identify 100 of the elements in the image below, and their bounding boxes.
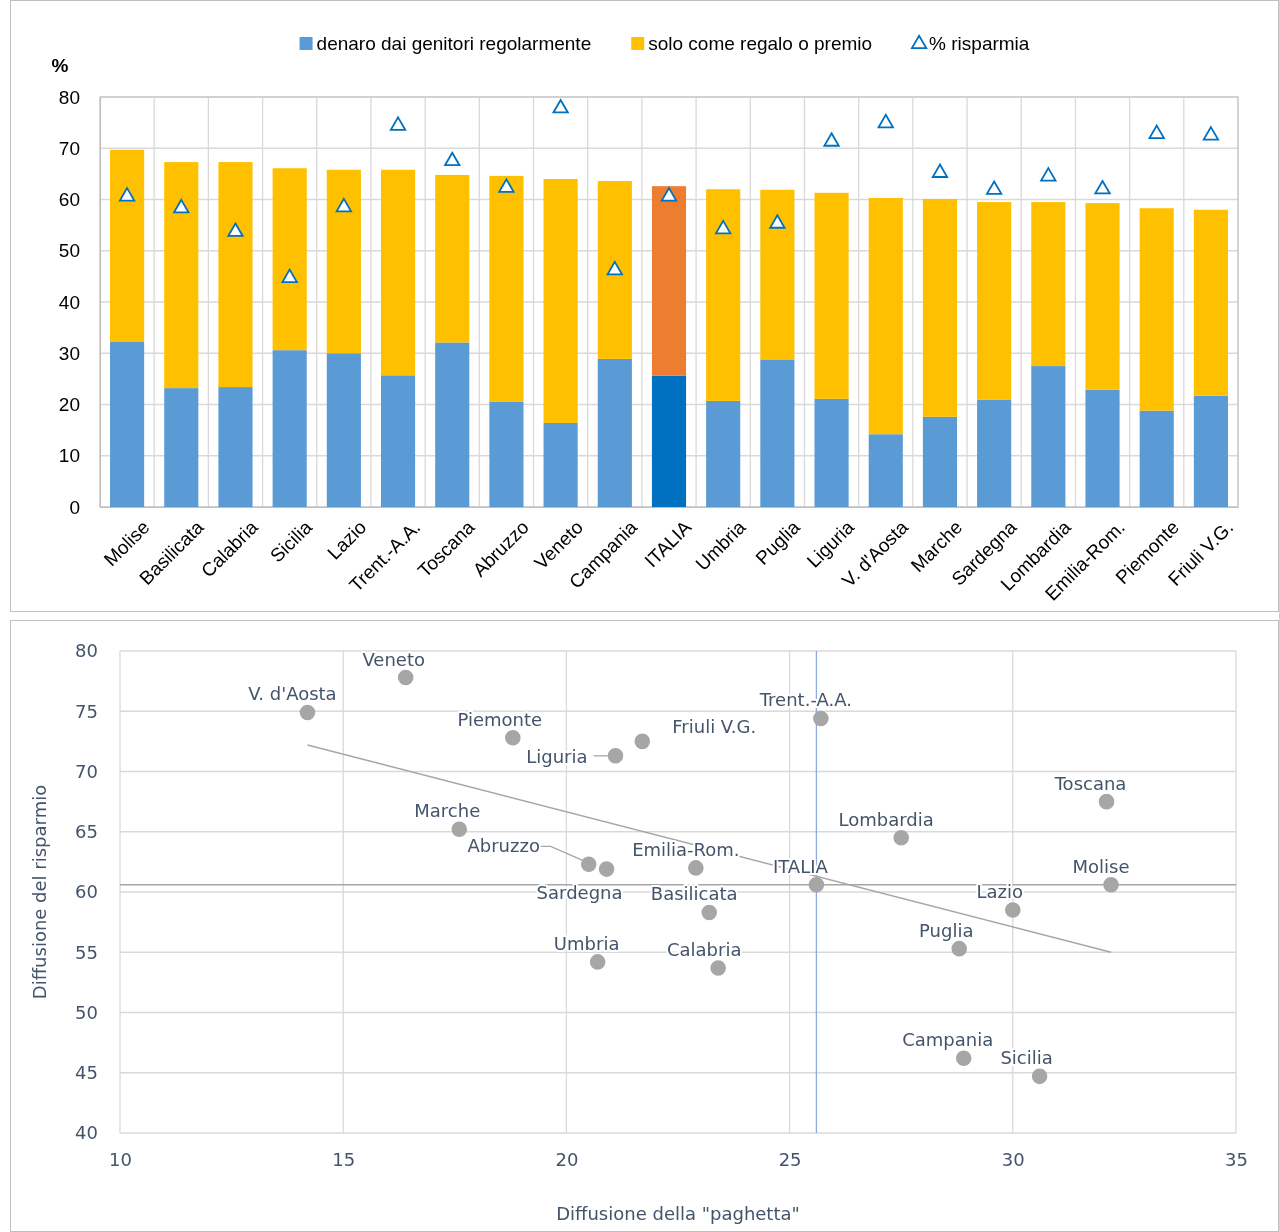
bar [1031,366,1066,507]
point [660,187,678,202]
point [281,268,298,283]
point [397,669,414,686]
point [607,748,624,764]
annotation: Abruzzo [467,835,540,857]
x-tick-label: 30 [1001,1148,1025,1170]
legend-label: % risparmia [929,33,1030,54]
bar [489,175,524,402]
bar [760,189,795,360]
y-tick-label: 65 [75,821,98,843]
y-tick-label: 30 [58,342,80,364]
annotation: Basilicata [650,883,738,905]
annotation: Toscana [1053,772,1127,794]
point [634,733,651,750]
point [931,163,949,178]
y-tick-label: 40 [75,1122,98,1144]
x-tick-label: 35 [1225,1148,1248,1170]
annotation: Campania [902,1029,994,1051]
y-tick-label: 40 [58,291,80,313]
point [227,222,244,237]
y-tick-label: 70 [75,760,98,782]
bar [868,197,903,435]
point [893,830,909,846]
bar [218,387,253,507]
bar [706,189,741,401]
point [769,214,786,229]
point [986,180,1003,195]
x-tick-label: 20 [555,1148,579,1170]
point [389,116,407,131]
point [951,940,968,957]
y-tick-label: 0 [69,496,80,518]
y-tick-label: 45 [75,1062,98,1084]
point [498,178,515,193]
annotation: Sicilia [1000,1047,1053,1069]
bar [814,398,849,507]
annotation: Marche [414,800,481,822]
bar [326,353,361,507]
bar [435,174,470,343]
bar [1031,202,1066,367]
point [1040,167,1057,182]
x-tick-label: 15 [332,1148,356,1170]
annotation: Lazio [976,881,1024,903]
legend-label: denaro dai genitori regolarmente [316,33,592,54]
point [688,860,704,876]
legend-label: solo come regalo o premio [648,33,873,54]
bar [1139,208,1174,411]
annotation: Molise [1072,855,1130,877]
y-tick-label: 50 [75,1001,98,1023]
bar [1193,395,1228,507]
y-tick-label: 60 [75,881,98,903]
y-axis-title: Diffusione del risparmio [29,784,50,1000]
annotation: Liguria [526,745,588,767]
annotation: Calabria [666,938,742,960]
bar [760,359,795,507]
bar [489,401,524,507]
bar [1139,410,1174,507]
point [580,856,597,873]
bar [164,388,199,507]
point [1103,877,1119,893]
point [335,197,352,213]
point [1005,902,1021,918]
point [1148,124,1165,139]
point [299,704,316,721]
point [701,904,718,921]
y-tick-label: 60 [58,189,80,211]
bar [380,375,416,507]
point [552,99,569,114]
point [173,198,190,214]
x-tick-label: 25 [778,1148,802,1170]
point [1031,1068,1048,1085]
annotation: Friuli V.G. [672,716,757,738]
point [444,151,461,167]
bar [435,342,470,507]
bar [380,169,416,376]
bar [1193,209,1228,396]
annotation: Piemonte [457,708,543,730]
bar [164,162,199,389]
bar [922,198,958,417]
point [118,187,136,202]
annotation: Sardegna [536,882,623,904]
bar [543,179,578,423]
point [589,954,606,970]
y-tick-label: 70 [58,137,80,159]
bar [977,399,1012,507]
bar [272,350,307,507]
point [808,877,825,893]
point [451,821,468,838]
y-tick-label: 75 [75,700,98,722]
point [710,960,726,976]
point [715,220,732,235]
y-tick-label: 80 [58,86,80,108]
annotation: Lombardia [838,808,934,830]
bar [814,192,849,399]
bar [326,169,361,354]
y-tick-label: 55 [75,941,98,963]
bar [1085,389,1120,507]
y-tick-label: 10 [58,445,80,467]
point [1098,793,1115,810]
point [505,730,521,746]
